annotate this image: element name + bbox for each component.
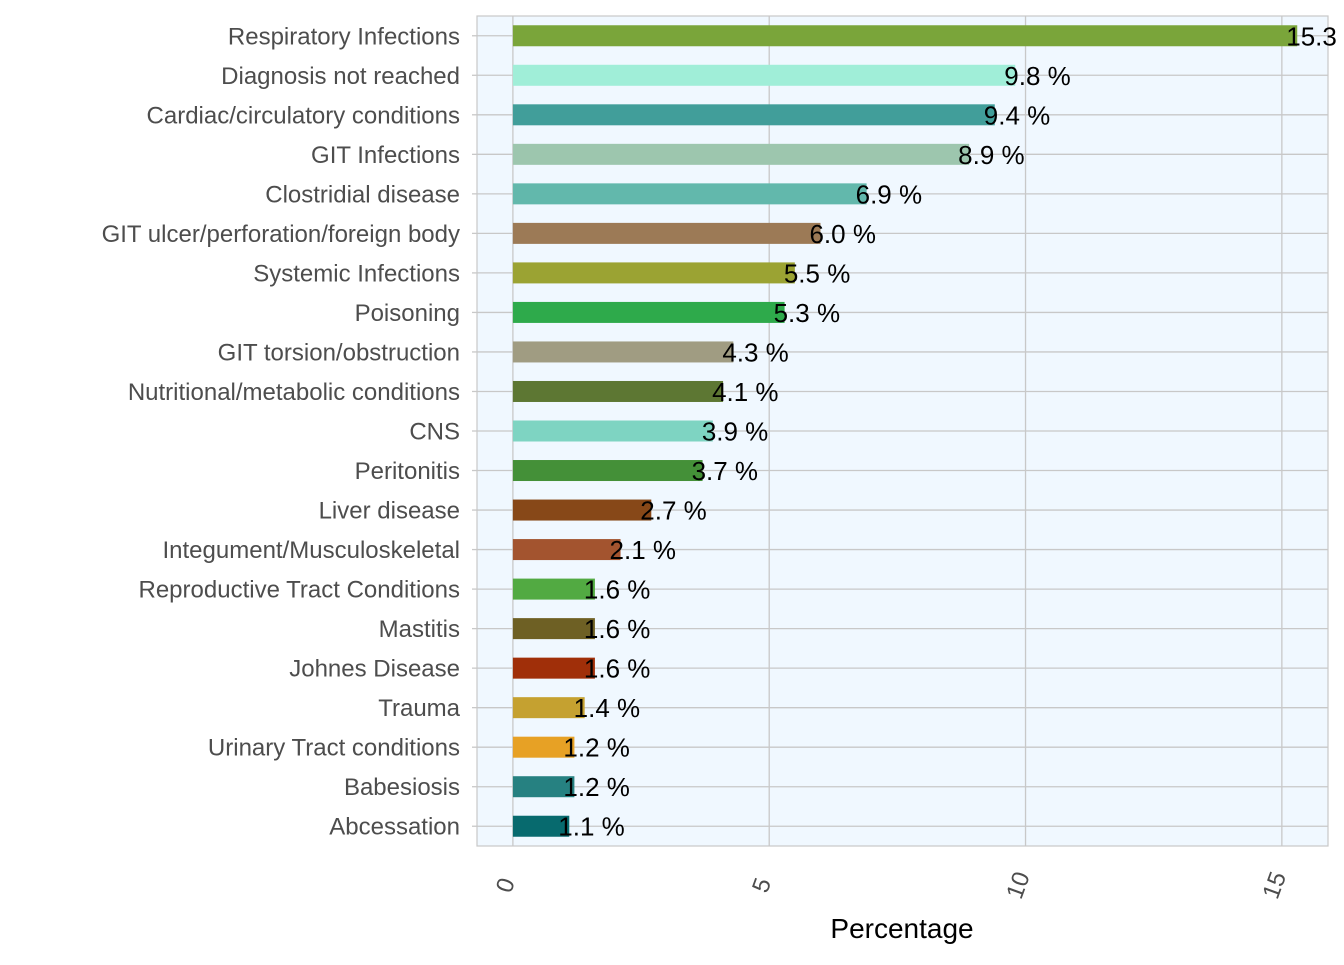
- bar: [512, 104, 995, 126]
- data-label: 2.7 %: [640, 496, 707, 526]
- y-category-label: Johnes Disease: [289, 656, 460, 683]
- data-label: 8.9 %: [958, 140, 1024, 170]
- data-label: 1.1 %: [558, 812, 625, 842]
- y-category-label: Mastitis: [379, 616, 460, 643]
- y-category-label: Clostridial disease: [265, 181, 460, 208]
- y-category-label: Diagnosis not reached: [221, 63, 460, 90]
- data-label: 1.6 %: [584, 614, 651, 644]
- data-label: 9.4 %: [984, 100, 1051, 130]
- y-category-label: Liver disease: [319, 498, 460, 525]
- x-tick-label: 10: [1001, 868, 1036, 902]
- data-label: 2.1 %: [610, 535, 677, 565]
- bar: [512, 578, 595, 600]
- x-tick-label: 15: [1258, 868, 1293, 902]
- bar: [512, 657, 595, 679]
- bar: [512, 380, 724, 402]
- y-category-label: Trauma: [378, 695, 460, 722]
- bar: [512, 736, 575, 758]
- data-label: 6.0 %: [809, 219, 876, 249]
- data-label: 1.2 %: [563, 733, 630, 763]
- data-label: 6.9 %: [856, 179, 923, 209]
- y-category-label: GIT Infections: [311, 142, 460, 169]
- y-category-label: Integument/Musculoskeletal: [163, 537, 461, 564]
- y-category-label: Systemic Infections: [253, 260, 460, 287]
- data-label: 4.3 %: [722, 337, 789, 367]
- bar: [512, 539, 621, 561]
- bar: [512, 420, 713, 442]
- data-label: 3.9 %: [702, 417, 769, 447]
- bar: [512, 341, 734, 363]
- data-label: 4.1 %: [712, 377, 779, 407]
- data-label: 3.7 %: [692, 456, 759, 486]
- data-label: 15.3: [1286, 21, 1337, 51]
- bar: [512, 815, 570, 837]
- data-label: 1.6 %: [584, 654, 651, 684]
- y-category-label: Poisoning: [355, 300, 460, 327]
- bar: [512, 499, 652, 521]
- y-category-label: Urinary Tract conditions: [208, 735, 460, 762]
- x-tick-label: 5: [747, 875, 777, 897]
- y-category-label: Reproductive Tract Conditions: [139, 577, 461, 604]
- y-category-label: Peritonitis: [355, 458, 460, 485]
- data-label: 5.5 %: [784, 258, 851, 288]
- x-tick-label: 0: [491, 875, 521, 897]
- bar: [512, 697, 585, 719]
- y-category-label: CNS: [409, 419, 460, 446]
- bar: [512, 222, 821, 244]
- data-label: 5.3 %: [774, 298, 841, 328]
- bar: [512, 460, 703, 482]
- data-label: 9.8 %: [1004, 61, 1071, 91]
- bar: [512, 262, 795, 284]
- bar: [512, 25, 1298, 47]
- bar: [512, 143, 970, 165]
- bar: [512, 776, 575, 798]
- y-category-label: Abcessation: [329, 814, 460, 841]
- bar: [512, 64, 1016, 86]
- y-category-label: GIT torsion/obstruction: [218, 339, 460, 366]
- data-label: 1.6 %: [584, 575, 651, 605]
- y-category-label: GIT ulcer/perforation/foreign body: [102, 221, 460, 248]
- bar: [512, 183, 867, 205]
- bar: [512, 301, 785, 323]
- y-category-label: Respiratory Infections: [228, 23, 460, 50]
- bar: [512, 618, 595, 640]
- data-label: 1.4 %: [574, 693, 641, 723]
- data-label: 1.2 %: [563, 772, 630, 802]
- y-category-label: Cardiac/circulatory conditions: [147, 102, 460, 129]
- y-category-label: Nutritional/metabolic conditions: [128, 379, 460, 406]
- x-axis-title: Percentage: [830, 913, 973, 944]
- y-category-label: Babesiosis: [344, 774, 460, 801]
